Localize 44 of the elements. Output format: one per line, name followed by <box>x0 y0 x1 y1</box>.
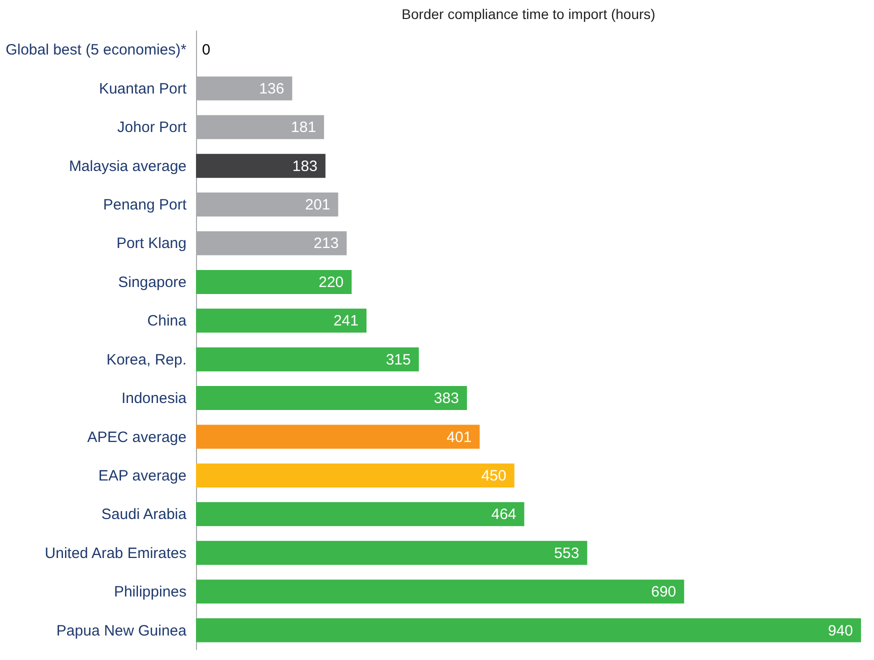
data-label: 136 <box>259 80 284 98</box>
y-tick-label: Global best (5 economies)* <box>6 42 187 59</box>
data-label: 201 <box>305 196 330 214</box>
bar <box>196 308 366 333</box>
bar <box>196 347 419 372</box>
data-label: 241 <box>333 312 358 330</box>
y-tick-label: Johor Port <box>117 119 188 136</box>
y-tick-label: APEC average <box>87 428 186 446</box>
y-tick-label: China <box>147 312 188 330</box>
data-label: 183 <box>292 158 318 175</box>
chart-title: Border compliance time to import (hours) <box>402 6 656 22</box>
data-label: 213 <box>314 235 339 252</box>
y-tick-label: Penang Port <box>103 196 188 214</box>
y-tick-label: Kuantan Port <box>98 80 188 98</box>
y-tick-label: EAP average <box>98 467 186 484</box>
data-label: 383 <box>434 390 459 408</box>
data-label: 690 <box>651 584 676 601</box>
bar <box>196 270 352 294</box>
bar <box>196 580 684 604</box>
bar <box>196 154 326 178</box>
data-label: 0 <box>202 42 210 59</box>
data-label: 553 <box>554 544 580 562</box>
bar <box>196 424 480 449</box>
bar <box>196 463 514 488</box>
data-label: 401 <box>446 428 472 446</box>
bar <box>196 502 524 526</box>
y-tick-label: Korea, Rep. <box>106 351 186 368</box>
data-label: 181 <box>291 119 316 136</box>
data-label: 450 <box>481 467 506 484</box>
bar <box>196 618 861 642</box>
y-tick-label: Papua New Guinea <box>56 622 188 640</box>
y-tick-label: United Arab Emirates <box>44 544 186 562</box>
y-tick-label: Singapore <box>118 274 186 291</box>
y-tick-label: Philippines <box>114 584 186 601</box>
bar <box>196 386 467 410</box>
bar <box>196 540 588 565</box>
y-tick-label: Saudi Arabia <box>101 506 188 524</box>
y-tick-label: Port Klang <box>116 235 186 252</box>
data-label: 220 <box>318 274 344 291</box>
data-label: 464 <box>491 506 516 524</box>
y-tick-label: Malaysia average <box>68 158 186 175</box>
y-tick-label: Indonesia <box>121 390 188 408</box>
data-label: 940 <box>828 622 853 640</box>
data-label: 315 <box>386 351 411 368</box>
